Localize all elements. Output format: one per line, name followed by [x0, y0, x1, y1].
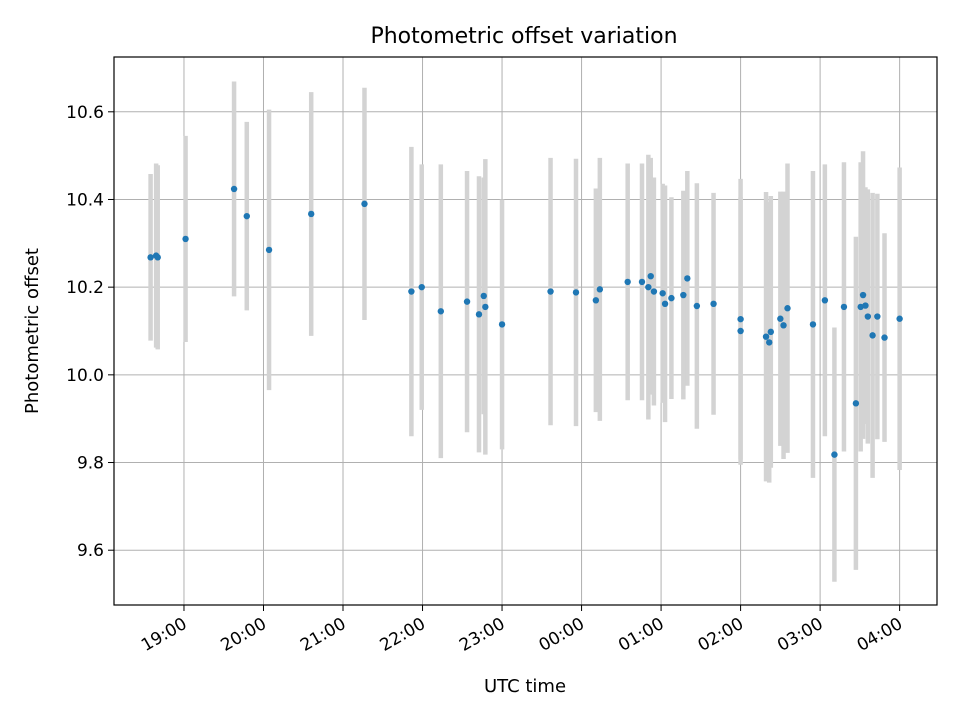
y-tick-label: 10.2 [66, 278, 104, 298]
x-tick-label: 04:00 [854, 614, 906, 656]
data-point [647, 273, 654, 280]
data-point [693, 302, 701, 310]
x-tick-label: 23:00 [456, 614, 508, 656]
data-point [881, 334, 888, 341]
data-point [680, 291, 687, 299]
data-point [230, 185, 238, 193]
x-tick-label: 02:00 [695, 614, 747, 656]
y-tick-label: 9.8 [77, 454, 104, 474]
x-axis-ticks: 19:00 20:00 21:00 22:00 23:00 00:00 01:00 02:00… [138, 605, 906, 656]
data-point [463, 298, 471, 305]
data-point [308, 210, 315, 218]
data-point [874, 313, 881, 320]
x-tick-label: 21:00 [297, 614, 349, 656]
data-point [624, 278, 631, 286]
data-point [766, 339, 773, 346]
data-point [596, 286, 604, 293]
data-points [147, 185, 903, 458]
x-tick-label: 20:00 [218, 614, 270, 656]
data-point [767, 328, 775, 336]
data-point [762, 333, 770, 340]
x-axis-label: UTC time [484, 676, 566, 697]
y-axis-ticks: 9.6 9.8 10.0 10.2 10.4 10.6 [66, 103, 114, 561]
data-point [710, 300, 717, 308]
data-point [869, 332, 876, 339]
data-point [821, 297, 829, 304]
x-tick-label: 22:00 [377, 614, 429, 656]
chart-title: Photometric offset variation [370, 24, 677, 49]
data-point [784, 305, 791, 312]
data-point [547, 288, 554, 295]
data-point [182, 235, 189, 243]
y-tick-label: 10.6 [66, 103, 104, 123]
data-point [147, 254, 154, 261]
data-point [243, 212, 250, 220]
data-point [777, 315, 784, 322]
data-point [896, 315, 903, 322]
x-tick-label: 19:00 [138, 614, 190, 656]
data-point [480, 292, 487, 300]
error-bars [148, 81, 902, 582]
data-point [650, 288, 658, 295]
data-point [864, 313, 872, 320]
data-point [265, 246, 273, 254]
data-point [572, 289, 580, 296]
data-point [780, 322, 787, 329]
data-point [668, 294, 675, 302]
y-axis-label: Photometric offset [22, 248, 43, 414]
data-point [659, 290, 666, 297]
x-tick-label: 01:00 [615, 614, 667, 656]
data-point [361, 200, 368, 208]
data-point [408, 288, 415, 295]
data-point [482, 303, 489, 311]
data-point [862, 302, 869, 309]
data-point [852, 400, 860, 407]
data-point [418, 283, 425, 291]
y-tick-label: 10.4 [66, 190, 104, 210]
data-point [859, 291, 867, 299]
data-point [737, 315, 744, 323]
y-tick-label: 10.0 [66, 366, 104, 386]
data-point [475, 311, 483, 318]
x-tick-label: 00:00 [536, 614, 588, 656]
data-point [840, 303, 848, 311]
data-point [661, 300, 669, 308]
data-point [645, 283, 652, 291]
x-tick-label: 03:00 [774, 614, 826, 656]
data-point [737, 327, 744, 335]
y-tick-label: 9.6 [77, 541, 104, 561]
data-point [154, 254, 161, 261]
data-point [831, 451, 838, 458]
data-point [684, 275, 691, 282]
data-point [638, 278, 646, 286]
data-point [809, 321, 817, 328]
plot-frame [113, 56, 938, 606]
data-point [592, 297, 600, 304]
data-point [498, 321, 506, 328]
data-point [437, 308, 445, 315]
